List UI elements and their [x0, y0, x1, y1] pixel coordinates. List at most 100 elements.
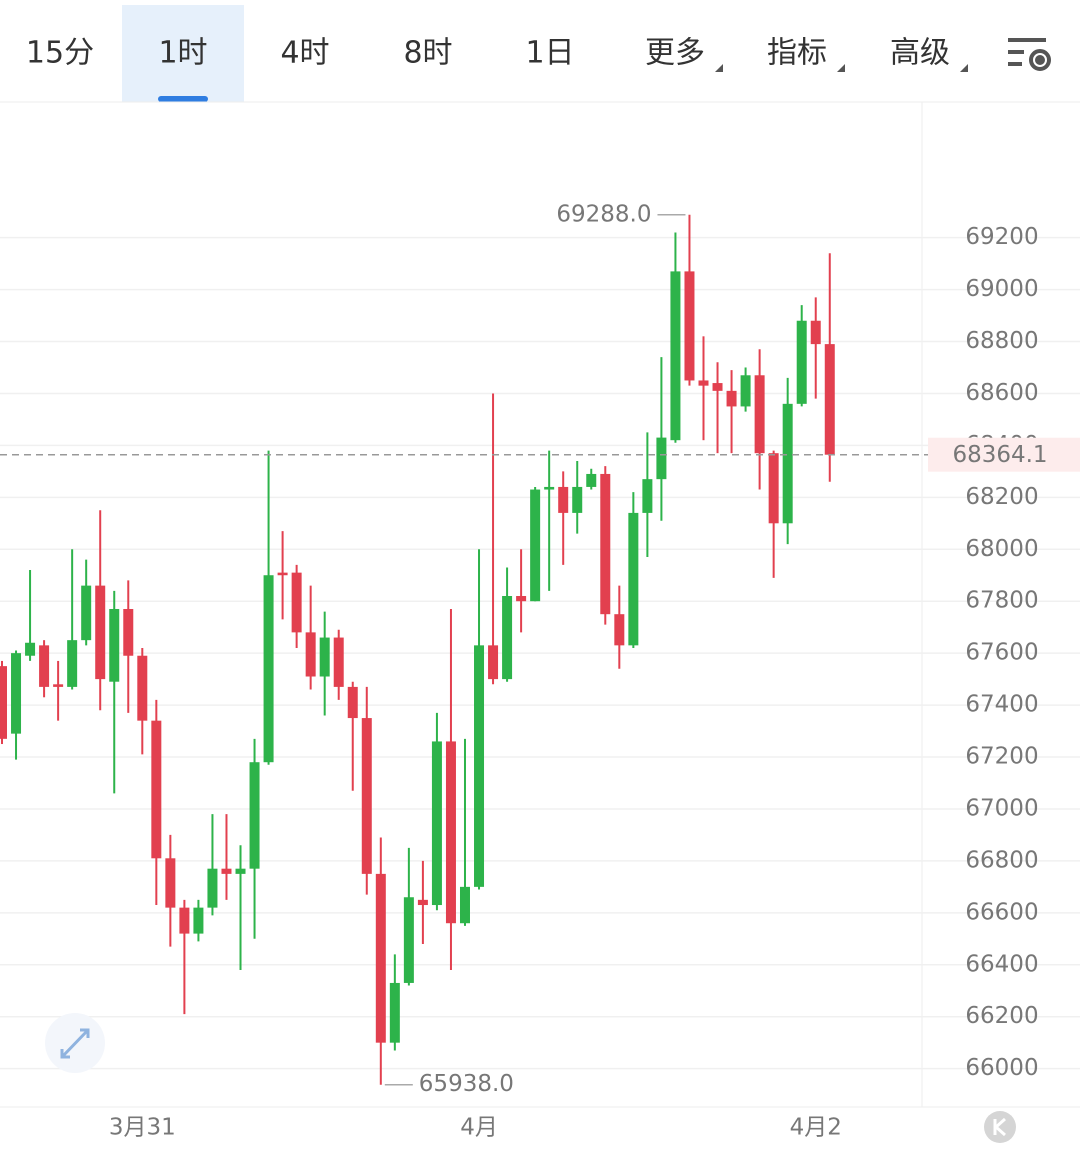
y-tick-label: 68000	[965, 536, 1038, 562]
candle-body	[207, 868, 218, 908]
y-tick-label: 67800	[965, 588, 1038, 614]
candle-body	[558, 486, 569, 513]
candle-body	[642, 479, 653, 513]
expand-button[interactable]	[45, 1013, 105, 1073]
tab[interactable]: 更多	[645, 36, 705, 71]
candle-body	[417, 899, 428, 906]
last-price-box	[928, 437, 1080, 472]
candle-body	[782, 403, 793, 524]
x-tick-label: 4月2	[790, 1115, 842, 1141]
candle-body	[810, 320, 821, 345]
candle-body	[165, 858, 176, 908]
settings-icon[interactable]	[1008, 38, 1051, 71]
k-button[interactable]	[984, 1111, 1016, 1143]
candle-body	[712, 383, 723, 391]
candle-body	[375, 873, 386, 1043]
dropdown-caret	[837, 64, 845, 72]
candle-body	[53, 684, 64, 687]
candle-body	[488, 645, 499, 680]
candle-body	[431, 741, 442, 906]
active-tab-bar	[158, 96, 208, 102]
candle-body	[123, 608, 134, 656]
candle-body	[628, 512, 639, 646]
candle-body	[291, 572, 302, 633]
candle-body	[81, 585, 92, 641]
y-tick-label: 66200	[965, 1003, 1038, 1029]
candle-body	[333, 637, 344, 687]
candle-body	[824, 344, 835, 455]
tab[interactable]: 1日	[525, 36, 574, 71]
y-tick-label: 67200	[965, 744, 1038, 770]
candle-body	[656, 437, 667, 480]
tab[interactable]: 8时	[403, 36, 452, 71]
x-tick-label: 3月31	[109, 1115, 176, 1141]
candle-body	[459, 886, 470, 924]
candle-body	[151, 720, 162, 859]
candle-body	[600, 473, 611, 615]
candle-body	[95, 585, 106, 680]
dropdown-caret	[715, 64, 723, 72]
y-tick-label: 69000	[965, 276, 1038, 302]
y-tick-label: 66800	[965, 847, 1038, 873]
y-tick-label: 66600	[965, 899, 1038, 925]
tab[interactable]: 1时	[158, 36, 207, 71]
high-label: 69288.0	[556, 201, 651, 227]
candle-body	[11, 653, 22, 734]
y-tick-label: 68600	[965, 380, 1038, 406]
candle-body	[25, 642, 36, 656]
candle-body	[614, 614, 625, 646]
candle-body	[67, 640, 78, 687]
candle-body	[347, 686, 358, 719]
candle-body	[249, 762, 260, 869]
last-price-label: 68364.1	[952, 442, 1047, 468]
candle-body	[445, 741, 456, 924]
candle-body	[361, 718, 372, 874]
candle-body	[544, 486, 555, 490]
candle-body	[235, 868, 246, 874]
y-tick-label: 68800	[965, 328, 1038, 354]
candle-body	[0, 666, 7, 739]
y-tick-label: 66000	[965, 1055, 1038, 1081]
candle-body	[754, 375, 765, 454]
y-tick-label: 69200	[965, 224, 1038, 250]
candle-body	[586, 473, 597, 487]
candle-body	[684, 271, 695, 381]
tab[interactable]: 指标	[767, 36, 827, 71]
tab[interactable]: 4时	[280, 36, 329, 71]
candle-body	[768, 453, 779, 524]
y-tick-label: 66400	[965, 951, 1038, 977]
candle-body	[179, 907, 190, 934]
low-label: 65938.0	[419, 1071, 514, 1097]
active-tab-bg	[122, 5, 244, 102]
candle-body	[740, 375, 751, 407]
candle-body	[474, 645, 485, 887]
y-tick-label: 67000	[965, 795, 1038, 821]
candle-body	[670, 271, 681, 441]
candle-body	[305, 632, 316, 677]
candle-body	[39, 645, 50, 687]
candle-body	[137, 655, 148, 721]
candle-body	[796, 320, 807, 404]
candle-body	[530, 489, 541, 602]
candle-body	[389, 982, 400, 1043]
candle-body	[277, 572, 288, 576]
candle-body	[109, 608, 120, 682]
x-tick-label: 4月	[460, 1115, 498, 1141]
candle-body	[263, 575, 274, 763]
y-tick-label: 67600	[965, 640, 1038, 666]
y-tick-label: 68200	[965, 484, 1038, 510]
y-tick-label: 67400	[965, 692, 1038, 718]
tab[interactable]: 高级	[890, 36, 950, 71]
candle-body	[726, 390, 737, 407]
dropdown-caret	[960, 64, 968, 72]
candle-body	[502, 596, 513, 680]
candle-body	[572, 486, 583, 513]
candle-body	[221, 868, 232, 874]
candle-body	[319, 637, 330, 677]
candle-body	[403, 897, 414, 983]
candle-body	[193, 907, 204, 934]
candle-body	[516, 596, 527, 602]
tab[interactable]: 15分	[26, 36, 94, 71]
